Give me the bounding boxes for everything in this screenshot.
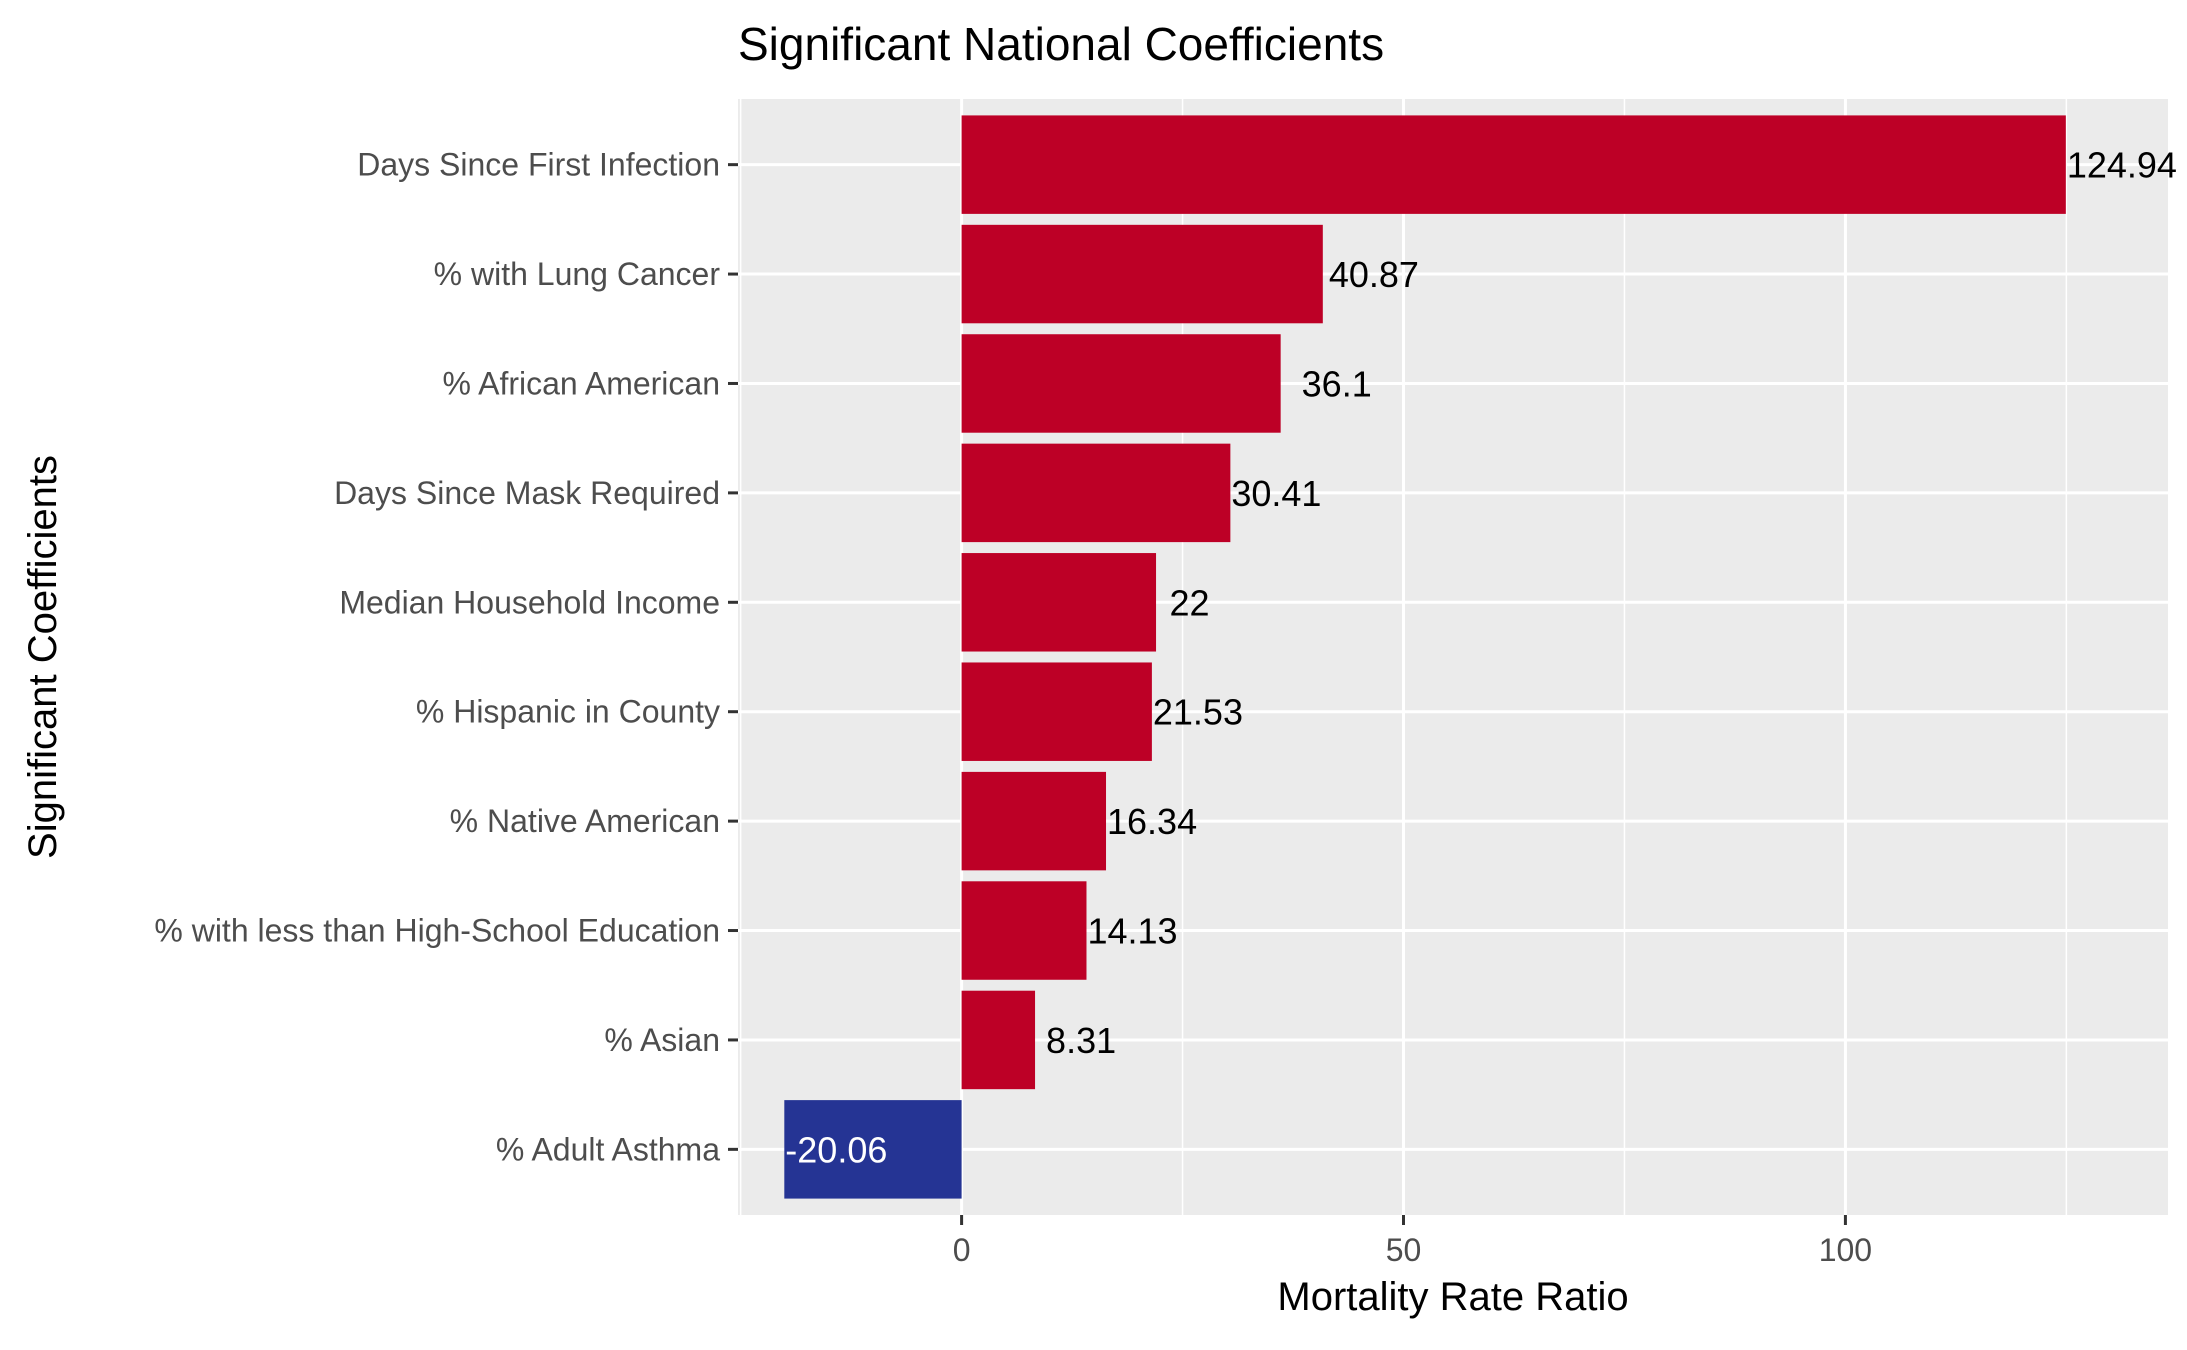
x-axis: 0 50 100 [953, 1215, 1872, 1268]
bar [784, 1100, 962, 1199]
bar [961, 881, 1087, 980]
data-label: 40.87 [1329, 254, 1419, 295]
bar [961, 334, 1281, 433]
data-label: 8.31 [1046, 1020, 1116, 1061]
bars [784, 115, 2066, 1199]
y-tick-label: % Adult Asthma [496, 1131, 720, 1167]
bar [961, 443, 1231, 543]
y-tick-label: % with less than High-School Education [154, 913, 720, 949]
y-tick-label: % African American [443, 365, 720, 401]
y-axis-title: Significant Coefficients [21, 455, 65, 859]
data-label: 21.53 [1153, 692, 1243, 733]
data-label: 124.94 [2067, 145, 2177, 186]
bar [961, 224, 1323, 324]
bar [961, 553, 1157, 652]
data-label: -20.06 [785, 1129, 887, 1170]
bar [961, 662, 1152, 761]
y-tick-label: % Native American [450, 803, 720, 839]
x-axis-title: Mortality Rate Ratio [1277, 1275, 1628, 1319]
bar [961, 990, 1036, 1090]
x-tick-label: 50 [1386, 1232, 1422, 1268]
data-label: 16.34 [1107, 801, 1197, 842]
data-label: 22 [1170, 582, 1210, 623]
y-tick-label: Median Household Income [339, 584, 720, 620]
plot-panel [738, 99, 2168, 1215]
data-label: 36.1 [1302, 363, 1372, 404]
x-tick-label: 0 [953, 1232, 971, 1268]
data-label: 30.41 [1231, 473, 1321, 514]
y-tick-label: Days Since Mask Required [334, 475, 720, 511]
data-labels: 124.94 40.87 36.1 30.41 22 21.53 16.34 14.13 8.3… [785, 145, 2177, 1171]
y-tick-label: Days Since First Infection [357, 147, 720, 183]
bar [961, 115, 2066, 214]
y-tick-label: % with Lung Cancer [434, 256, 721, 292]
data-label: 14.13 [1087, 911, 1177, 952]
y-tick-label: % Asian [604, 1022, 720, 1058]
y-axis: Days Since First Infection % with Lung Ca… [154, 147, 738, 1167]
x-tick-label: 100 [1819, 1232, 1872, 1268]
chart-title: Significant National Coefficients [738, 18, 1384, 70]
bar [961, 771, 1107, 871]
y-tick-label: % Hispanic in County [416, 694, 720, 730]
